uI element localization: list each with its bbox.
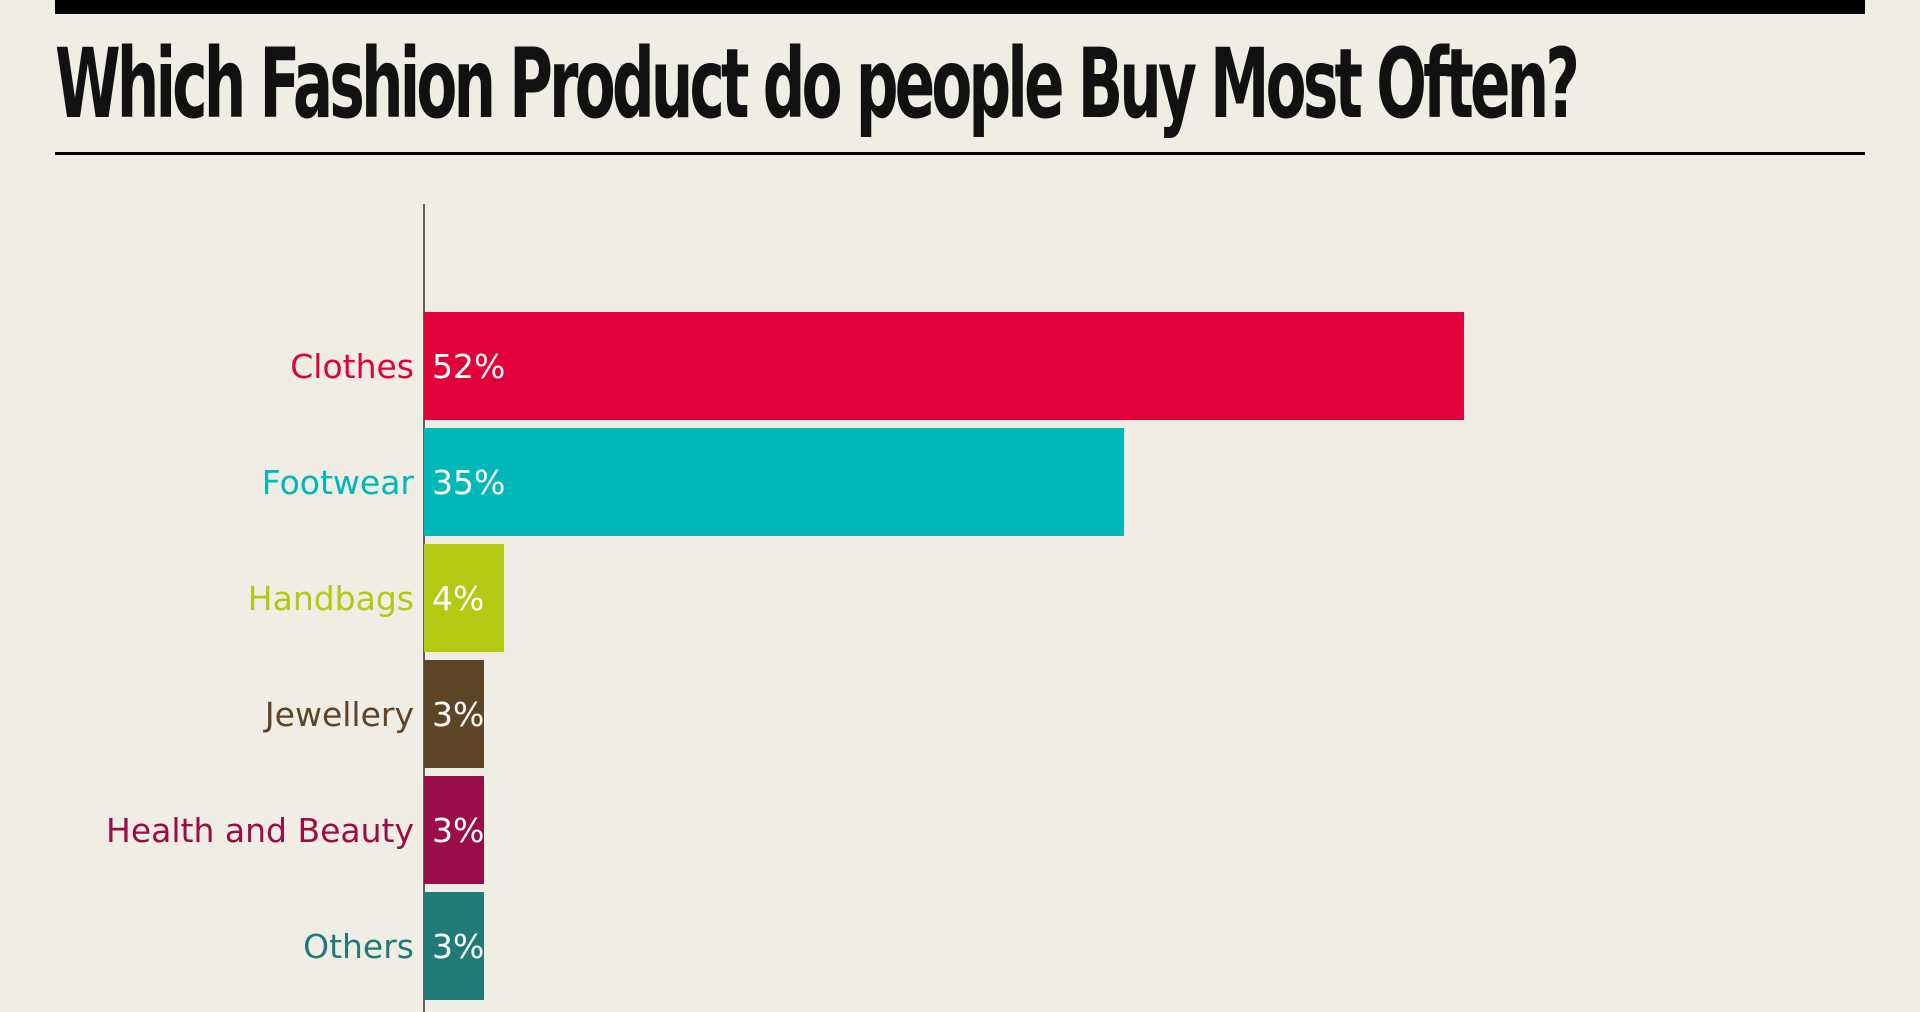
bar-footwear: [424, 428, 1124, 536]
bar-jewellery: [424, 660, 484, 768]
value-label: 52%: [432, 347, 505, 386]
top-border-bar: [55, 0, 1865, 14]
title-divider: [55, 152, 1865, 155]
category-label: Clothes: [290, 347, 414, 386]
bar-others: [424, 892, 484, 1000]
category-label: Jewellery: [263, 695, 414, 734]
category-label: Handbags: [248, 579, 414, 618]
bar-health-and-beauty: [424, 776, 484, 884]
category-label: Others: [303, 927, 414, 966]
value-label: 3%: [432, 811, 484, 850]
value-label: 4%: [432, 579, 484, 618]
category-label: Footwear: [262, 463, 415, 502]
value-label: 3%: [432, 695, 484, 734]
value-label: 3%: [432, 927, 484, 966]
value-label: 35%: [432, 463, 505, 502]
bar-clothes: [424, 312, 1464, 420]
bar-handbags: [424, 544, 504, 652]
category-label: Health and Beauty: [106, 811, 414, 850]
